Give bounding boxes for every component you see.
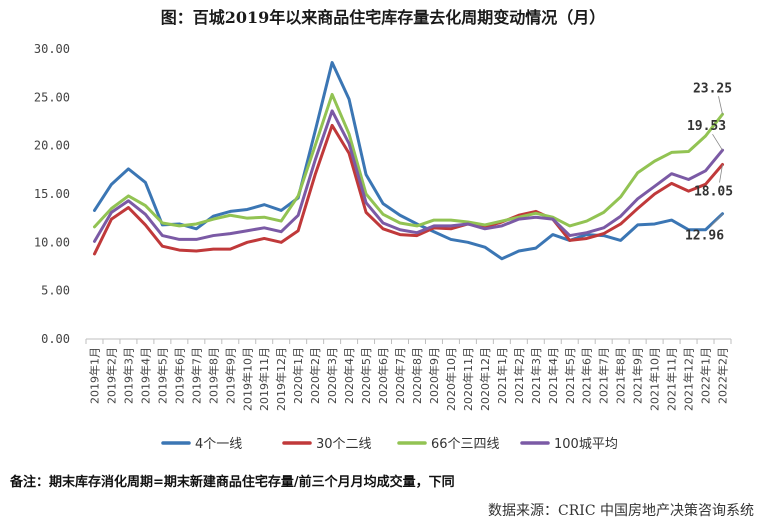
x-tick-label: 2020年7月 xyxy=(393,347,407,404)
data-source: 数据来源：CRIC 中国房地产决策咨询系统 xyxy=(488,503,754,519)
end-label-leader xyxy=(710,213,723,227)
end-label-1: 18.05 xyxy=(694,185,733,200)
series-line-3 xyxy=(92,109,725,243)
x-tick-label: 2019年12月 xyxy=(274,347,288,411)
x-tick-label: 2019年5月 xyxy=(155,347,169,404)
x-tick-label: 2022年1月 xyxy=(699,347,713,404)
series-line-0 xyxy=(92,61,725,261)
x-tick-label: 2021年3月 xyxy=(529,347,543,404)
x-tick-label: 2021年10月 xyxy=(648,347,662,411)
y-tick-label: 10.00 xyxy=(34,235,70,249)
end-label-leader xyxy=(712,133,723,151)
y-tick-label: 0.00 xyxy=(41,332,70,346)
end-label-3: 19.53 xyxy=(687,119,726,134)
y-tick-label: 20.00 xyxy=(34,139,70,153)
x-tick-label: 2020年1月 xyxy=(291,347,305,404)
x-tick-label: 2021年9月 xyxy=(631,347,645,404)
x-tick-label: 2019年9月 xyxy=(223,347,237,404)
y-tick-label: 30.00 xyxy=(34,42,70,56)
end-label-leader xyxy=(719,164,723,183)
x-tick-label: 2020年4月 xyxy=(342,347,356,404)
x-tick-label: 2021年11月 xyxy=(665,347,679,411)
x-tick-label: 2019年2月 xyxy=(104,347,118,404)
series-line-1 xyxy=(92,123,725,256)
x-tick-label: 2020年8月 xyxy=(410,347,424,404)
footnote: 备注：期末库存消化周期=期末新建商品住宅存量/前三个月月均成交量，下同 xyxy=(10,475,455,490)
legend: 4个一线 30个二线 66个三四线 100城平均 xyxy=(161,437,618,452)
end-label-0: 12.96 xyxy=(685,229,724,244)
x-tick-label: 2020年6月 xyxy=(376,347,390,404)
x-tick-label: 2021年12月 xyxy=(682,347,696,411)
x-tick-label: 2019年8月 xyxy=(206,347,220,404)
chart-title: 图：百城2019年以来商品住宅库存量去化周期变动情况（月） xyxy=(160,8,606,27)
x-tick-label: 2019年1月 xyxy=(87,347,101,404)
x-tick-label: 2019年10月 xyxy=(240,347,254,411)
chart-axes xyxy=(85,338,732,344)
y-axis-ticks: 0.00 5.00 10.00 15.00 20.00 25.00 30.00 xyxy=(34,42,70,346)
x-tick-label: 2021年1月 xyxy=(495,347,509,404)
y-tick-label: 15.00 xyxy=(34,187,70,201)
y-tick-label: 25.00 xyxy=(34,90,70,104)
x-tick-label: 2020年5月 xyxy=(359,347,373,404)
y-tick-label: 5.00 xyxy=(41,284,70,298)
x-tick-label: 2021年2月 xyxy=(512,347,526,404)
x-axis-ticks: 2019年1月 2019年2月 2019年3月 2019年4月 2019年5月 2019年… xyxy=(87,347,729,411)
x-tick-label: 2020年10月 xyxy=(444,347,458,411)
end-label-2: 23.25 xyxy=(693,81,732,96)
x-tick-label: 2020年9月 xyxy=(427,347,441,404)
x-tick-label: 2021年4月 xyxy=(546,347,560,404)
x-tick-label: 2021年6月 xyxy=(580,347,594,404)
legend-label-1: 30个二线 xyxy=(316,437,372,452)
series-lines xyxy=(92,61,725,261)
x-tick-label: 2020年3月 xyxy=(325,347,339,404)
x-tick-label: 2022年2月 xyxy=(716,347,730,404)
x-tick-label: 2020年11月 xyxy=(461,347,475,411)
x-tick-label: 2021年8月 xyxy=(614,347,628,404)
x-tick-label: 2021年7月 xyxy=(597,347,611,404)
series-line-2 xyxy=(92,92,725,229)
x-tick-label: 2019年11月 xyxy=(257,347,271,411)
x-tick-label: 2020年12月 xyxy=(478,347,492,411)
end-label-leader xyxy=(718,96,723,115)
x-tick-label: 2021年5月 xyxy=(563,347,577,404)
legend-label-0: 4个一线 xyxy=(195,437,242,452)
x-tick-label: 2019年7月 xyxy=(189,347,203,404)
x-tick-label: 2020年2月 xyxy=(308,347,322,404)
legend-label-2: 66个三四线 xyxy=(431,437,500,452)
x-tick-label: 2019年4月 xyxy=(138,347,152,404)
x-tick-label: 2019年3月 xyxy=(121,347,135,404)
x-tick-label: 2019年6月 xyxy=(172,347,186,404)
legend-label-3: 100城平均 xyxy=(554,437,618,452)
end-labels: 12.96 18.05 23.25 19.53 xyxy=(685,81,733,243)
